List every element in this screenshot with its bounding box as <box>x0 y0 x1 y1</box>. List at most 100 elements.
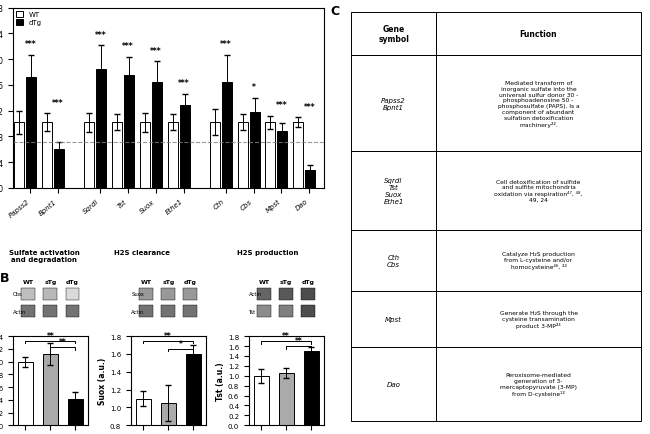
Bar <box>183 306 197 318</box>
Text: WT: WT <box>23 279 34 284</box>
Bar <box>222 82 232 188</box>
Bar <box>124 76 134 188</box>
Bar <box>437 230 640 291</box>
Bar <box>42 123 52 188</box>
Bar <box>21 288 35 300</box>
Text: ***: *** <box>25 40 36 49</box>
Bar <box>161 288 175 300</box>
Y-axis label: Suox (a.u.): Suox (a.u.) <box>98 357 107 404</box>
Text: **: ** <box>294 336 302 345</box>
Text: Cell detoxification of sulfide
and sulfite mitochondria
oxidation via respiratio: Cell detoxification of sulfide and sulfi… <box>495 179 582 203</box>
Bar <box>179 106 190 188</box>
Bar <box>139 288 153 300</box>
Bar <box>237 123 248 188</box>
Bar <box>139 306 153 318</box>
Text: ***: *** <box>276 101 287 110</box>
Bar <box>437 13 640 56</box>
Bar <box>351 13 437 56</box>
Text: *: * <box>179 339 183 348</box>
Text: Sulfate activation
and degradation: Sulfate activation and degradation <box>9 250 80 263</box>
Text: ***: *** <box>53 99 64 108</box>
Text: ***: *** <box>178 79 190 88</box>
Text: Catalyze H₂S production
from L-cysteine and/or
homocysteine⁴⁶, ²⁴: Catalyze H₂S production from L-cysteine … <box>502 252 575 270</box>
Text: Papss2
Bpnt1: Papss2 Bpnt1 <box>382 98 406 111</box>
Bar <box>351 230 437 291</box>
Text: ***: *** <box>94 30 106 39</box>
Bar <box>280 288 293 300</box>
Bar <box>254 376 269 425</box>
Bar <box>280 306 293 318</box>
Bar <box>210 123 220 188</box>
Legend: WT, dTg: WT, dTg <box>16 12 42 26</box>
Text: *: * <box>252 83 255 92</box>
Bar <box>257 306 271 318</box>
Text: **: ** <box>282 332 290 341</box>
Text: ***: *** <box>220 40 231 49</box>
Text: sTg: sTg <box>162 279 174 284</box>
Bar <box>351 56 437 152</box>
Text: B: B <box>0 272 9 285</box>
Text: H2S clearance: H2S clearance <box>114 250 170 256</box>
Bar <box>279 373 294 425</box>
Bar <box>96 70 107 188</box>
Bar <box>257 288 271 300</box>
Bar <box>351 152 437 230</box>
Bar <box>437 347 640 421</box>
Bar <box>21 306 35 318</box>
Text: ***: *** <box>122 42 134 51</box>
Bar <box>293 123 304 188</box>
Text: Function: Function <box>520 30 557 39</box>
Text: sTg: sTg <box>280 279 292 284</box>
Text: Gene
symbol: Gene symbol <box>378 25 409 44</box>
Bar <box>152 82 162 188</box>
Bar <box>161 403 176 434</box>
Text: ***: *** <box>150 46 162 56</box>
Bar <box>140 123 150 188</box>
Text: Cth
Cbs: Cth Cbs <box>387 254 400 267</box>
Bar <box>26 78 36 188</box>
Text: Actin: Actin <box>13 309 27 314</box>
Text: Mediated transform of
inorganic sulfate into the
universal sulfur donor 30 -
pho: Mediated transform of inorganic sulfate … <box>498 81 579 128</box>
Text: Actin: Actin <box>249 292 263 296</box>
Bar <box>66 306 79 318</box>
Text: WT: WT <box>140 279 151 284</box>
Bar <box>351 347 437 421</box>
Text: Peroxisome-mediated
generation of 3-
mercaptopyruvate (3-MP)
from D-cysteine¹²: Peroxisome-mediated generation of 3- mer… <box>500 372 577 396</box>
Bar <box>68 399 83 425</box>
Bar <box>44 288 57 300</box>
Text: Tst: Tst <box>249 309 256 314</box>
Bar <box>18 362 33 425</box>
Text: dTg: dTg <box>302 279 315 284</box>
Bar <box>302 306 315 318</box>
Text: Sqrdl
Tst
Suox
Ethe1: Sqrdl Tst Suox Ethe1 <box>384 178 404 204</box>
Text: Cbs: Cbs <box>13 292 23 296</box>
Bar <box>66 288 79 300</box>
Bar <box>43 354 58 425</box>
Text: Generate H₂S through the
cysteine transamination
product 3-MP²⁴: Generate H₂S through the cysteine transa… <box>499 310 577 328</box>
Text: dTg: dTg <box>66 279 79 284</box>
Text: sTg: sTg <box>44 279 57 284</box>
Text: H2S production: H2S production <box>237 250 298 256</box>
Bar <box>44 306 57 318</box>
Bar <box>112 123 122 188</box>
Bar <box>54 150 64 188</box>
Text: Suox: Suox <box>131 292 144 296</box>
Bar <box>437 56 640 152</box>
Bar <box>84 123 94 188</box>
Bar <box>351 291 437 347</box>
Text: WT: WT <box>259 279 270 284</box>
Bar <box>437 152 640 230</box>
Bar <box>306 171 315 188</box>
Bar <box>136 399 151 434</box>
Text: C: C <box>330 4 339 17</box>
Bar <box>168 123 177 188</box>
Bar <box>437 291 640 347</box>
Bar <box>186 354 201 434</box>
Text: **: ** <box>46 331 54 340</box>
Bar <box>14 123 25 188</box>
Text: **: ** <box>164 331 172 340</box>
Bar <box>183 288 197 300</box>
Y-axis label: Tst (a.u.): Tst (a.u.) <box>216 362 225 400</box>
Text: ***: *** <box>304 102 315 112</box>
Bar <box>278 132 287 188</box>
